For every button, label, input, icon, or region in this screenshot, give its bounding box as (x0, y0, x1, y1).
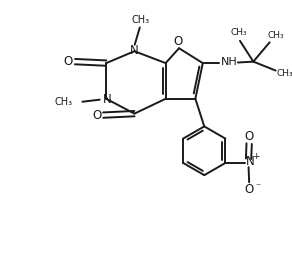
Text: O: O (64, 55, 73, 68)
Text: CH₃: CH₃ (276, 69, 292, 78)
Text: O: O (92, 109, 101, 122)
Text: N: N (245, 155, 254, 168)
Text: O: O (173, 35, 182, 48)
Text: CH₃: CH₃ (55, 97, 73, 107)
Text: CH₃: CH₃ (267, 31, 284, 40)
Text: +: + (253, 152, 260, 161)
Text: ⁻: ⁻ (255, 182, 260, 192)
Text: O: O (245, 183, 254, 196)
Text: CH₃: CH₃ (131, 15, 150, 25)
Text: O: O (245, 130, 254, 143)
Text: N: N (102, 93, 111, 106)
Text: N: N (129, 44, 138, 57)
Text: NH: NH (220, 57, 237, 67)
Text: CH₃: CH₃ (230, 28, 247, 37)
